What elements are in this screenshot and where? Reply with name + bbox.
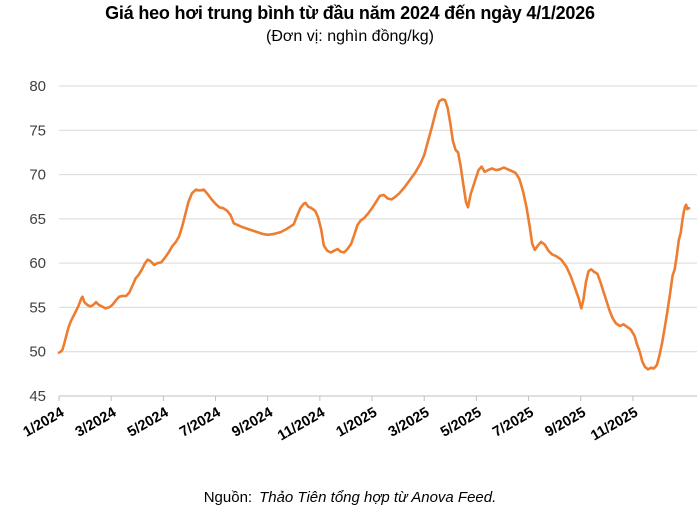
y-tick-label: 80	[29, 78, 46, 95]
x-tick-label: 11/2025	[588, 405, 641, 445]
x-tick-label: 7/2024	[177, 405, 223, 441]
x-tick-label: 1/2024	[21, 405, 67, 441]
page-subtitle: (Đơn vị: nghìn đồng/kg)	[266, 28, 434, 45]
page-title: Giá heo hơi trung bình từ đầu năm 2024 đ…	[105, 3, 595, 23]
y-tick-label: 50	[29, 344, 46, 361]
x-tick-label: 9/2025	[542, 405, 588, 441]
source-credit: Thảo Tiên tổng hợp từ Anova Feed.	[259, 489, 497, 506]
source-row: Nguồn: Thảo Tiên tổng hợp từ Anova Feed.	[0, 489, 700, 506]
y-tick-label: 75	[29, 122, 46, 139]
x-tick-label: 7/2025	[490, 405, 536, 441]
gridlines	[59, 85, 697, 397]
y-tick-label: 60	[29, 255, 46, 272]
x-tick-label: 3/2024	[73, 405, 119, 441]
y-tick-label: 45	[29, 388, 46, 405]
x-axis-labels: 1/2024 3/2024 5/2024 7/2024 9/2024 11/2024 1/2…	[21, 405, 641, 445]
price-line-series	[57, 98, 691, 371]
y-tick-label: 55	[29, 299, 46, 316]
y-axis-labels: 45 50 55 60 65 70 75 80	[29, 78, 46, 405]
x-tick-label: 9/2024	[229, 405, 275, 441]
source-label: Nguồn:	[203, 489, 253, 506]
x-tick-label: 3/2025	[386, 405, 432, 441]
x-tick-label: 5/2025	[438, 405, 484, 441]
x-tick-label: 5/2024	[125, 405, 171, 441]
x-tick-label: 11/2024	[275, 405, 328, 445]
y-tick-label: 70	[29, 167, 46, 184]
y-tick-label: 65	[29, 211, 46, 228]
x-tick-label: 1/2025	[334, 405, 380, 441]
x-axis-ticks	[58, 396, 634, 401]
